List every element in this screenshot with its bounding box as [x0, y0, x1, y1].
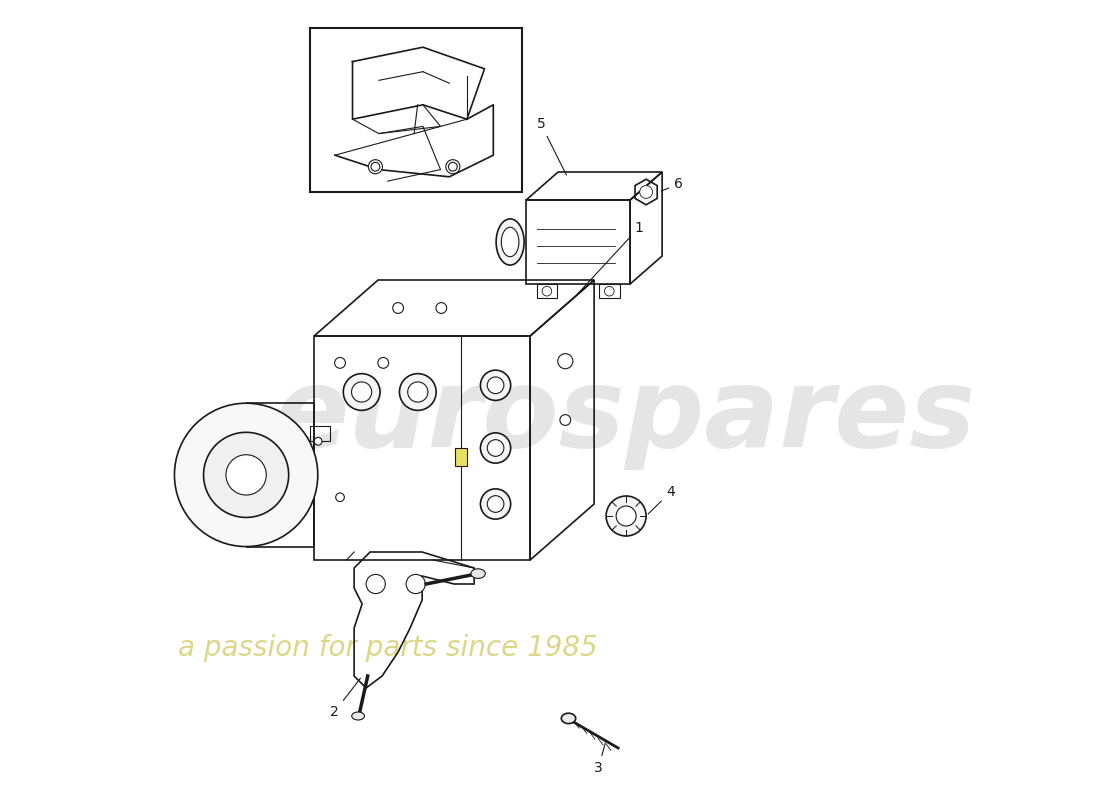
Circle shape	[343, 374, 379, 410]
Circle shape	[605, 286, 614, 296]
Circle shape	[368, 160, 383, 174]
Circle shape	[226, 454, 266, 495]
Circle shape	[408, 382, 428, 402]
Ellipse shape	[352, 712, 364, 720]
Circle shape	[204, 432, 288, 518]
Circle shape	[558, 354, 573, 369]
Circle shape	[175, 403, 318, 546]
Circle shape	[487, 496, 504, 512]
Circle shape	[606, 496, 646, 536]
Circle shape	[487, 440, 504, 456]
Text: a passion for parts since 1985: a passion for parts since 1985	[178, 634, 597, 662]
Circle shape	[446, 160, 460, 174]
Circle shape	[366, 574, 385, 594]
Circle shape	[616, 506, 636, 526]
Text: eurospares: eurospares	[274, 362, 977, 470]
Circle shape	[481, 370, 510, 401]
Circle shape	[542, 286, 552, 296]
Circle shape	[406, 574, 426, 594]
Circle shape	[640, 186, 652, 198]
Circle shape	[315, 438, 322, 445]
Bar	[310, 28, 522, 192]
Text: 5: 5	[537, 117, 566, 175]
Circle shape	[481, 489, 510, 519]
Text: 4: 4	[648, 485, 675, 514]
Ellipse shape	[496, 219, 524, 265]
Circle shape	[371, 162, 380, 171]
Circle shape	[393, 302, 404, 314]
Circle shape	[334, 358, 345, 368]
Circle shape	[352, 382, 372, 402]
Circle shape	[560, 414, 571, 426]
Circle shape	[449, 162, 458, 171]
Bar	[454, 448, 467, 466]
Circle shape	[399, 374, 437, 410]
Circle shape	[487, 377, 504, 394]
Ellipse shape	[561, 714, 575, 723]
Text: 3: 3	[594, 742, 605, 775]
Circle shape	[336, 493, 344, 502]
Text: 2: 2	[330, 678, 361, 719]
Circle shape	[436, 302, 447, 314]
Circle shape	[377, 358, 388, 368]
Text: 1: 1	[576, 221, 643, 294]
Circle shape	[481, 433, 510, 463]
Ellipse shape	[502, 227, 519, 257]
Ellipse shape	[471, 569, 485, 578]
Text: 6: 6	[661, 177, 683, 191]
